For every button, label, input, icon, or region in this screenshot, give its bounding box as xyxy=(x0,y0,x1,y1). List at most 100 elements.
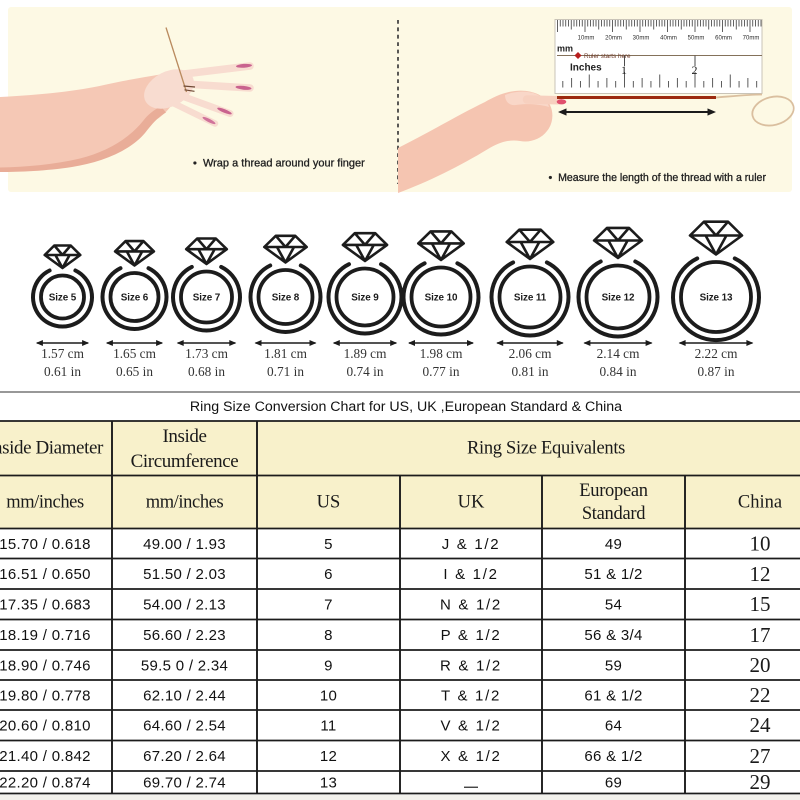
svg-text:10: 10 xyxy=(750,532,771,556)
svg-text:20mm: 20mm xyxy=(605,36,622,42)
svg-text:69: 69 xyxy=(605,775,622,792)
svg-text:49.00 / 1.93: 49.00 / 1.93 xyxy=(143,536,226,553)
svg-text:1.65 cm: 1.65 cm xyxy=(113,346,156,361)
svg-text:27: 27 xyxy=(750,744,771,768)
svg-text:1.57 cm: 1.57 cm xyxy=(41,346,84,361)
svg-text:Size 8: Size 8 xyxy=(272,293,300,304)
svg-text:Ring Size Equivalents: Ring Size Equivalents xyxy=(467,439,625,459)
svg-text:12: 12 xyxy=(320,748,337,765)
svg-text:Size 9: Size 9 xyxy=(351,293,379,304)
svg-text:2.14 cm: 2.14 cm xyxy=(597,346,640,361)
svg-text:56.60 / 2.23: 56.60 / 2.23 xyxy=(143,627,226,644)
svg-text:0.61 in: 0.61 in xyxy=(44,364,81,379)
svg-text:22.20 / 0.874: 22.20 / 0.874 xyxy=(0,775,91,792)
svg-text:15: 15 xyxy=(750,592,771,616)
svg-text:67.20 / 2.64: 67.20 / 2.64 xyxy=(143,748,226,765)
svg-text:Ruler starts here: Ruler starts here xyxy=(584,53,631,60)
svg-text:mm: mm xyxy=(557,44,573,54)
svg-text:24: 24 xyxy=(750,713,772,737)
svg-text:11: 11 xyxy=(320,718,336,735)
svg-text:22: 22 xyxy=(750,683,771,707)
svg-text:9: 9 xyxy=(324,657,333,674)
svg-text:20.60 / 0.810: 20.60 / 0.810 xyxy=(0,718,91,735)
svg-text:0.71 in: 0.71 in xyxy=(267,364,304,379)
svg-text:Size 5: Size 5 xyxy=(49,293,77,304)
svg-text:13: 13 xyxy=(320,775,337,792)
svg-text:Size 10: Size 10 xyxy=(425,293,458,304)
svg-text:30mm: 30mm xyxy=(633,36,650,42)
svg-text:1.98 cm: 1.98 cm xyxy=(420,346,463,361)
svg-text:64: 64 xyxy=(605,718,622,735)
svg-text:6: 6 xyxy=(324,566,333,583)
svg-text:Size 6: Size 6 xyxy=(121,293,149,304)
svg-text:17.35 / 0.683: 17.35 / 0.683 xyxy=(0,597,91,614)
svg-text:59: 59 xyxy=(605,657,622,674)
svg-text:T & 1/2: T & 1/2 xyxy=(441,687,501,704)
svg-text:0.84 in: 0.84 in xyxy=(600,364,637,379)
svg-text:2: 2 xyxy=(692,63,698,77)
svg-text:51 & 1/2: 51 & 1/2 xyxy=(584,566,642,583)
svg-text:Size 13: Size 13 xyxy=(700,293,733,304)
svg-text:40mm: 40mm xyxy=(660,36,677,42)
svg-text:21.40 / 0.842: 21.40 / 0.842 xyxy=(0,748,91,765)
svg-text:17: 17 xyxy=(750,623,771,647)
svg-text:10: 10 xyxy=(320,687,337,704)
svg-text:19.80 / 0.778: 19.80 / 0.778 xyxy=(0,687,91,704)
svg-text:70mm: 70mm xyxy=(743,36,760,42)
svg-text:2.22 cm: 2.22 cm xyxy=(695,346,738,361)
svg-text:V & 1/2: V & 1/2 xyxy=(440,718,501,735)
svg-text:• Wrap a thread around your f: • Wrap a thread around your finger xyxy=(193,158,365,170)
svg-text:mm/inches: mm/inches xyxy=(146,493,224,513)
svg-text:P & 1/2: P & 1/2 xyxy=(441,627,502,644)
svg-text:51.50 / 2.03: 51.50 / 2.03 xyxy=(143,566,226,583)
svg-text:0.68 in: 0.68 in xyxy=(188,364,225,379)
svg-text:0.81 in: 0.81 in xyxy=(512,364,549,379)
svg-text:16.51 / 0.650: 16.51 / 0.650 xyxy=(0,566,91,583)
svg-text:Inside: Inside xyxy=(162,426,206,447)
svg-text:1.89 cm: 1.89 cm xyxy=(344,346,387,361)
svg-text:12: 12 xyxy=(750,562,771,586)
svg-text:Inside Diameter: Inside Diameter xyxy=(0,438,104,459)
svg-text:59.5 0 / 2.34: 59.5 0 / 2.34 xyxy=(141,657,228,674)
svg-text:R & 1/2: R & 1/2 xyxy=(440,657,502,674)
svg-text:Ring Size Conversion Chart for: Ring Size Conversion Chart for US, UK ,E… xyxy=(190,399,622,415)
svg-text:10mm: 10mm xyxy=(578,36,595,42)
svg-text:5: 5 xyxy=(324,536,333,553)
svg-text:Circumference: Circumference xyxy=(131,451,239,472)
svg-text:Size 7: Size 7 xyxy=(193,293,221,304)
svg-text:1.81 cm: 1.81 cm xyxy=(264,346,307,361)
svg-text:50mm: 50mm xyxy=(688,36,705,42)
svg-text:• Measure the length of the t: • Measure the length of the thread with … xyxy=(549,172,767,184)
svg-text:8: 8 xyxy=(324,627,333,644)
svg-text:0.65 in: 0.65 in xyxy=(116,364,153,379)
svg-text:69.70 / 2.74: 69.70 / 2.74 xyxy=(143,775,226,792)
svg-text:Size 11: Size 11 xyxy=(514,293,547,304)
svg-text:62.10 / 2.44: 62.10 / 2.44 xyxy=(143,687,226,704)
svg-text:US: US xyxy=(317,493,341,513)
svg-text:UK: UK xyxy=(458,493,485,513)
svg-text:54.00 / 2.13: 54.00 / 2.13 xyxy=(143,597,226,614)
svg-text:X & 1/2: X & 1/2 xyxy=(440,748,501,765)
svg-text:1: 1 xyxy=(621,63,627,77)
svg-text:1.73 cm: 1.73 cm xyxy=(185,346,228,361)
svg-text:Size 12: Size 12 xyxy=(602,293,635,304)
svg-text:15.70 / 0.618: 15.70 / 0.618 xyxy=(0,536,91,553)
svg-text:China: China xyxy=(738,493,782,513)
svg-text:49: 49 xyxy=(605,536,622,553)
svg-text:0.77 in: 0.77 in xyxy=(423,364,460,379)
svg-text:European: European xyxy=(579,481,648,501)
svg-text:20: 20 xyxy=(750,653,771,677)
svg-text:18.90 / 0.746: 18.90 / 0.746 xyxy=(0,657,91,674)
svg-text:60mm: 60mm xyxy=(715,36,732,42)
svg-text:66 & 1/2: 66 & 1/2 xyxy=(584,748,642,765)
svg-text:2.06 cm: 2.06 cm xyxy=(509,346,552,361)
svg-text:7: 7 xyxy=(324,597,333,614)
svg-text:56 & 3/4: 56 & 3/4 xyxy=(584,627,642,644)
svg-text:61 & 1/2: 61 & 1/2 xyxy=(584,687,642,704)
svg-text:0.74 in: 0.74 in xyxy=(347,364,384,379)
svg-text:Standard: Standard xyxy=(582,504,646,524)
svg-text:54: 54 xyxy=(605,597,622,614)
svg-text:mm/inches: mm/inches xyxy=(6,493,84,513)
svg-text:0.87 in: 0.87 in xyxy=(698,364,735,379)
svg-text:64.60 / 2.54: 64.60 / 2.54 xyxy=(143,718,226,735)
